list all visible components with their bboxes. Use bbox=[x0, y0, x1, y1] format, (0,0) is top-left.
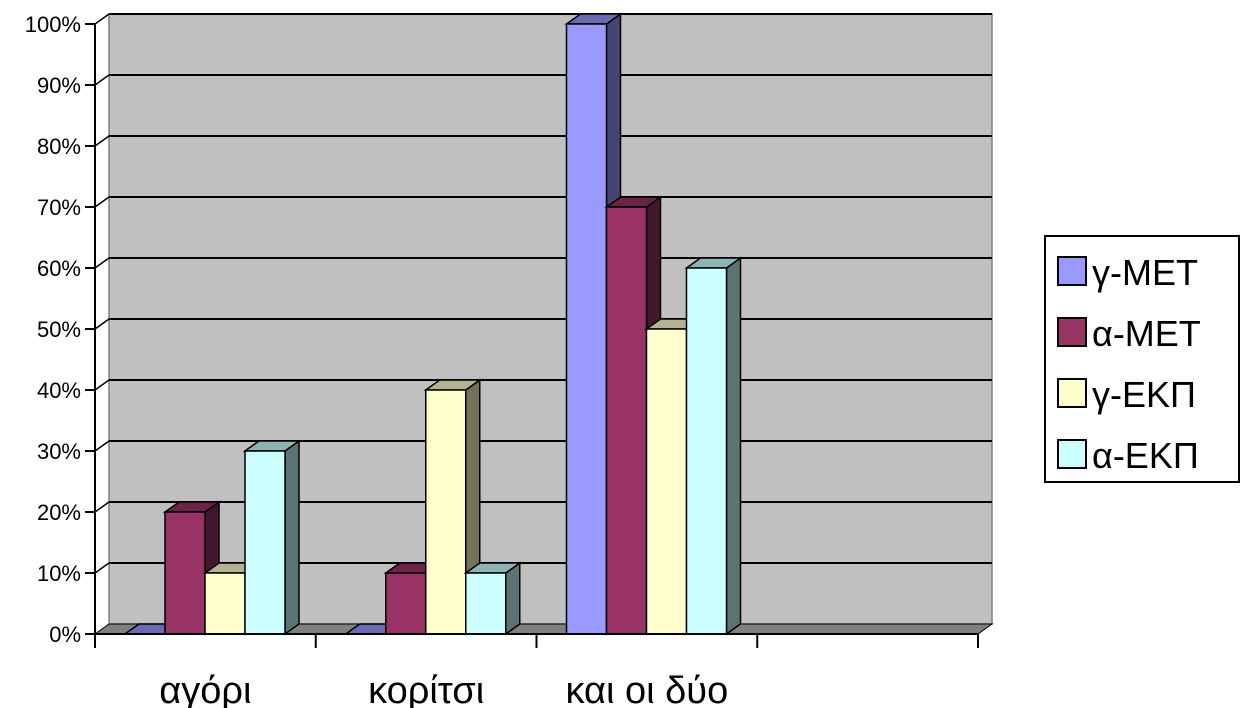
chart-walls bbox=[93, 13, 994, 635]
legend-label: α-ΜΕΤ bbox=[1092, 313, 1201, 354]
legend: γ-ΜΕΤ α-ΜΕΤ γ-ΕΚΠ α-ΕΚΠ bbox=[1044, 235, 1240, 483]
y-tick-label: 60% bbox=[37, 256, 81, 281]
gridline-diagonal bbox=[94, 501, 110, 513]
y-tick-label: 100% bbox=[25, 12, 81, 37]
y-tick-label: 10% bbox=[37, 561, 81, 586]
bar-front bbox=[425, 389, 467, 635]
x-tick-label: κορίτσι bbox=[368, 670, 484, 708]
gridline-diagonal bbox=[94, 135, 110, 147]
gridline-diagonal bbox=[94, 379, 110, 391]
y-tick-label: 30% bbox=[37, 439, 81, 464]
bar-front bbox=[645, 328, 688, 635]
bar-side bbox=[505, 561, 521, 636]
bar-side bbox=[725, 256, 742, 636]
x-axis: αγόρι κορίτσι και οι δύο bbox=[94, 633, 979, 708]
y-tick-label: 80% bbox=[37, 134, 81, 159]
y-tick-label: 50% bbox=[37, 317, 81, 342]
x-tick-label: και οι δύο bbox=[566, 670, 729, 708]
bar-front bbox=[385, 572, 427, 635]
bars bbox=[122, 12, 743, 636]
bar bbox=[463, 561, 523, 636]
gridline-diagonal bbox=[94, 13, 110, 25]
y-tick-label: 20% bbox=[37, 500, 81, 525]
bar-front bbox=[164, 511, 206, 635]
bar-front bbox=[465, 572, 507, 635]
y-tick-label: 70% bbox=[37, 195, 81, 220]
gridline-diagonal bbox=[94, 562, 110, 574]
gridline-diagonal bbox=[94, 74, 110, 86]
x-tick-label: αγόρι bbox=[159, 670, 251, 708]
bar-front bbox=[685, 267, 728, 635]
y-axis: 0% 10% 20% 30% 40% 50% 60% 70% 80% 90% 100% bbox=[25, 12, 96, 647]
bar-front bbox=[244, 450, 286, 635]
gridline-diagonal bbox=[94, 318, 110, 330]
legend-swatch bbox=[1057, 439, 1087, 469]
gridline-diagonal bbox=[94, 440, 110, 452]
y-tick-label: 0% bbox=[49, 622, 81, 647]
bar bbox=[684, 256, 743, 636]
legend-swatch bbox=[1057, 256, 1087, 286]
bar bbox=[242, 439, 302, 636]
bar bbox=[423, 378, 483, 636]
legend-label: α-ΕΚΠ bbox=[1092, 435, 1199, 476]
y-tick-label: 90% bbox=[37, 73, 81, 98]
gridlines bbox=[94, 13, 992, 574]
gridline-diagonal bbox=[94, 257, 110, 269]
legend-label: γ-ΕΚΠ bbox=[1092, 374, 1196, 415]
bar-side bbox=[284, 439, 300, 636]
legend-swatch bbox=[1057, 317, 1087, 347]
legend-swatch bbox=[1057, 378, 1087, 408]
legend-label: γ-ΜΕΤ bbox=[1092, 252, 1198, 293]
bar-front bbox=[204, 572, 246, 635]
gridline-diagonal bbox=[94, 196, 110, 208]
bar-front bbox=[565, 23, 608, 635]
bar-front bbox=[605, 206, 648, 635]
y-tick-label: 40% bbox=[37, 378, 81, 403]
